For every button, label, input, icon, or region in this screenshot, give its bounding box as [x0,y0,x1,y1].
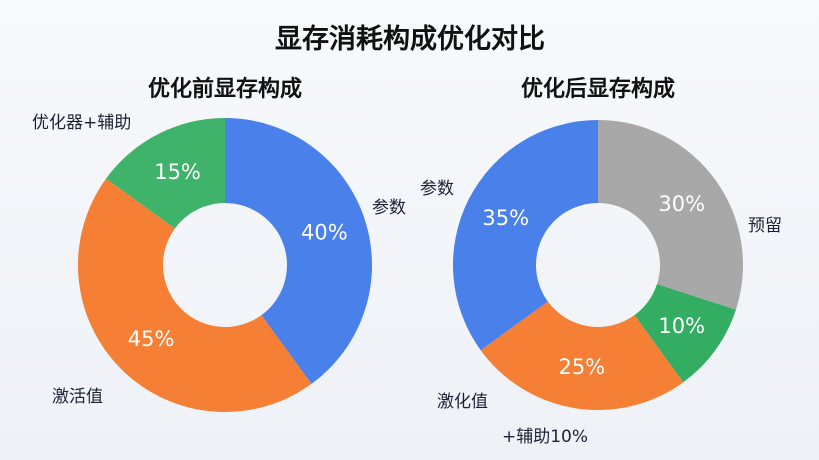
left-donut: 40% 参数 45% 激活值 15% 优化器+辅助 [32,113,406,413]
donut-slice [225,118,372,384]
slice-value-label: 25% [558,355,605,379]
donut-slice [77,178,312,413]
slice-value-label: 40% [301,221,348,245]
left-chart-title: 优化前显存构成 [148,76,302,102]
slice-category-label: 优化器+辅助 [32,113,131,133]
slice-category-label: 参数 [372,198,406,218]
donut-slice [452,119,598,351]
right-chart-title: 优化后显存构成 [521,76,675,102]
donut-slice [598,120,743,310]
slice-category-label: 参数 [420,179,454,199]
slice-category-label: 激活值 [52,387,103,407]
slice-value-label: 35% [482,206,529,230]
right-donut: 30% 预留 10% +辅助10% 25% 激化值 35% 参数 [420,119,782,447]
slice-category-label: 激化值 [437,392,488,412]
slice-value-label: 30% [658,192,705,216]
donut-slice [480,301,684,410]
donut-slice [106,118,225,229]
slice-category-label: +辅助10% [502,427,588,447]
slice-category-label: 预留 [748,216,782,236]
donut-slice [634,284,736,383]
slice-value-label: 45% [128,327,175,351]
slice-value-label: 15% [154,160,201,184]
slice-value-label: 10% [658,314,705,338]
main-title: 显存消耗构成优化对比 [275,24,545,55]
